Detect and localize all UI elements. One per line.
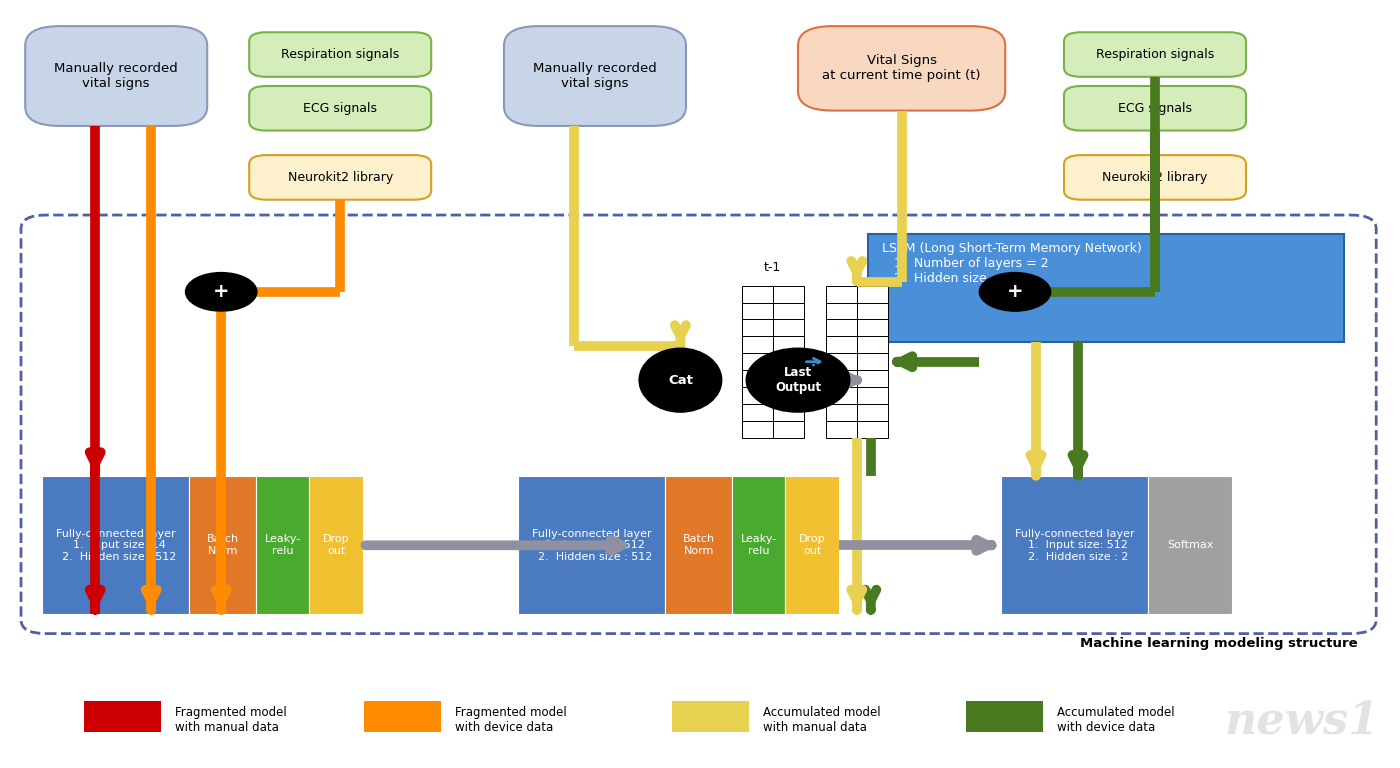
FancyBboxPatch shape [868, 234, 1344, 342]
Bar [857, 319, 888, 336]
FancyBboxPatch shape [84, 701, 161, 732]
Bar [857, 303, 888, 319]
Bar [826, 303, 857, 319]
Text: Respiration signals: Respiration signals [1096, 48, 1214, 61]
Text: Batch
Norm: Batch Norm [683, 535, 714, 556]
Bar [742, 336, 773, 353]
Bar [857, 353, 888, 370]
Text: +: + [1007, 283, 1023, 301]
Text: ECG signals: ECG signals [304, 102, 377, 114]
Text: Leaky-
relu: Leaky- relu [741, 535, 777, 556]
Text: Fragmented model
with manual data: Fragmented model with manual data [175, 706, 287, 733]
Bar [742, 303, 773, 319]
Bar [857, 387, 888, 404]
FancyBboxPatch shape [249, 155, 431, 200]
FancyBboxPatch shape [1001, 476, 1148, 614]
Bar [826, 286, 857, 303]
Text: Drop
out: Drop out [322, 535, 350, 556]
Text: Last
Output: Last Output [776, 366, 820, 394]
Text: Batch
Norm: Batch Norm [207, 535, 238, 556]
Bar [742, 319, 773, 336]
Bar [826, 336, 857, 353]
Text: Accumulated model
with device data: Accumulated model with device data [1057, 706, 1175, 733]
Text: Drop
out: Drop out [798, 535, 826, 556]
FancyBboxPatch shape [1064, 86, 1246, 131]
FancyBboxPatch shape [1064, 32, 1246, 77]
Bar [773, 286, 804, 303]
Bar [773, 319, 804, 336]
Text: LSTM (Long Short-Term Memory Network)
   1.  Number of layers = 2
   2.  Hidden : LSTM (Long Short-Term Memory Network) 1.… [882, 242, 1142, 285]
Circle shape [185, 272, 258, 312]
FancyBboxPatch shape [42, 476, 189, 614]
Bar [742, 353, 773, 370]
Bar [773, 404, 804, 421]
Bar [742, 404, 773, 421]
Bar [857, 336, 888, 353]
Text: news1: news1 [1225, 700, 1379, 743]
Text: t: t [854, 261, 860, 274]
Ellipse shape [638, 347, 722, 413]
FancyBboxPatch shape [732, 476, 785, 614]
Text: +: + [213, 283, 230, 301]
Text: Manually recorded
vital signs: Manually recorded vital signs [55, 62, 178, 90]
FancyBboxPatch shape [309, 476, 363, 614]
Text: Fully-connected layer
  1.  Input size: 512
  2.  Hidden size : 512: Fully-connected layer 1. Input size: 512… [531, 528, 652, 562]
Text: Cat: Cat [668, 374, 693, 386]
FancyBboxPatch shape [504, 26, 686, 126]
Bar [773, 353, 804, 370]
Ellipse shape [745, 347, 850, 413]
FancyBboxPatch shape [25, 26, 207, 126]
Bar [826, 319, 857, 336]
Text: Manually recorded
vital signs: Manually recorded vital signs [533, 62, 657, 90]
Bar [826, 370, 857, 387]
Bar [857, 404, 888, 421]
FancyBboxPatch shape [364, 701, 441, 732]
FancyBboxPatch shape [1064, 155, 1246, 200]
Bar [773, 387, 804, 404]
FancyBboxPatch shape [1148, 476, 1232, 614]
Text: Machine learning modeling structure: Machine learning modeling structure [1081, 637, 1358, 650]
Text: Accumulated model
with manual data: Accumulated model with manual data [763, 706, 881, 733]
Bar [857, 286, 888, 303]
Circle shape [979, 272, 1051, 312]
FancyBboxPatch shape [256, 476, 309, 614]
FancyBboxPatch shape [672, 701, 749, 732]
FancyBboxPatch shape [518, 476, 665, 614]
Bar [826, 353, 857, 370]
FancyBboxPatch shape [785, 476, 839, 614]
Bar [773, 336, 804, 353]
Bar [826, 421, 857, 438]
Text: Fragmented model
with device data: Fragmented model with device data [455, 706, 567, 733]
Text: Fully-connected layer
  1.  Input size: 512
  2.  Hidden size : 2: Fully-connected layer 1. Input size: 512… [1015, 528, 1134, 562]
Bar [857, 370, 888, 387]
FancyBboxPatch shape [798, 26, 1005, 111]
Text: Leaky-
relu: Leaky- relu [265, 535, 301, 556]
FancyBboxPatch shape [189, 476, 256, 614]
Text: ECG signals: ECG signals [1119, 102, 1191, 114]
Text: Respiration signals: Respiration signals [281, 48, 399, 61]
Bar [857, 421, 888, 438]
Bar [826, 387, 857, 404]
Bar [773, 303, 804, 319]
Text: Neurokit2 library: Neurokit2 library [287, 171, 393, 184]
FancyBboxPatch shape [966, 701, 1043, 732]
Text: Neurokit2 library: Neurokit2 library [1102, 171, 1208, 184]
Text: Vital Signs
at current time point (t): Vital Signs at current time point (t) [822, 55, 981, 82]
Bar [826, 404, 857, 421]
Bar [773, 421, 804, 438]
Text: Fully-connected layer
  1.  Input size: 14
  2.  Hidden size : 512: Fully-connected layer 1. Input size: 14 … [55, 528, 176, 562]
Bar [773, 370, 804, 387]
Bar [742, 421, 773, 438]
FancyBboxPatch shape [249, 32, 431, 77]
FancyBboxPatch shape [249, 86, 431, 131]
FancyBboxPatch shape [665, 476, 732, 614]
Bar [742, 387, 773, 404]
Text: t-1: t-1 [764, 261, 781, 274]
Bar [742, 370, 773, 387]
Bar [742, 286, 773, 303]
Text: Softmax: Softmax [1166, 540, 1214, 551]
